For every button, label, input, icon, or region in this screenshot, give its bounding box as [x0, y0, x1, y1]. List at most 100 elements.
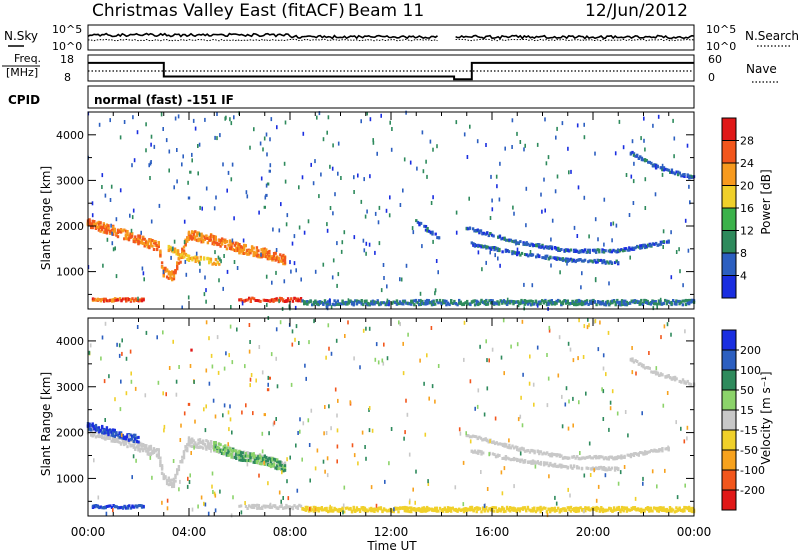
data-cell [496, 184, 498, 189]
data-cell [197, 171, 199, 176]
data-cell [387, 509, 391, 513]
data-cell [132, 115, 134, 120]
data-cell [227, 449, 230, 453]
data-cell [466, 302, 469, 306]
data-cell [652, 306, 655, 311]
data-cell [275, 270, 277, 275]
data-cell [517, 241, 520, 245]
data-cell [192, 256, 196, 260]
data-cell [217, 239, 221, 242]
data-cell [686, 436, 688, 441]
data-cell [197, 260, 201, 264]
data-cell [244, 298, 248, 302]
data-cell [279, 253, 282, 257]
data-cell [104, 228, 107, 232]
data-cell [113, 438, 116, 442]
data-cell [624, 302, 627, 306]
data-cell [375, 503, 378, 508]
data-cell [689, 507, 692, 511]
data-cell [463, 320, 466, 325]
data-cell [615, 467, 618, 470]
data-cell [318, 194, 320, 199]
data-cell [295, 505, 298, 509]
data-cell [244, 251, 247, 255]
data-cell [250, 249, 254, 253]
data-cell [402, 188, 404, 193]
data-cell [621, 248, 625, 252]
data-cell [496, 302, 499, 306]
data-cell [187, 476, 189, 481]
data-cell [257, 459, 260, 463]
data-cell [622, 145, 625, 150]
data-cell [589, 508, 592, 512]
data-cell [228, 247, 232, 250]
data-cell [184, 445, 187, 449]
data-cell [140, 447, 143, 451]
data-cell [282, 506, 285, 510]
data-cell [387, 299, 391, 303]
data-cell [386, 298, 389, 303]
data-cell [365, 241, 368, 246]
data-cell [516, 251, 519, 255]
data-cell [333, 303, 336, 307]
data-cell [319, 300, 322, 304]
y-tick-label: 3000 [56, 381, 84, 394]
data-cell [503, 466, 506, 471]
data-cell [616, 298, 619, 302]
data-cell [514, 457, 517, 461]
data-cell [101, 426, 104, 430]
data-cell [664, 167, 667, 171]
data-cell [593, 258, 596, 262]
data-cell [337, 398, 339, 403]
data-cell [203, 442, 206, 446]
data-cell [580, 285, 582, 290]
data-cell [422, 302, 426, 305]
freq-label-line1: Freq. [14, 52, 41, 65]
data-cell [134, 439, 137, 443]
data-cell [194, 126, 197, 131]
data-cell [328, 346, 330, 351]
data-cell [112, 247, 115, 252]
data-cell [284, 120, 287, 125]
data-cell [512, 508, 515, 512]
data-cell [104, 437, 107, 441]
data-cell [228, 243, 232, 247]
data-cell [577, 185, 580, 190]
data-cell [552, 256, 555, 260]
data-cell [353, 175, 355, 180]
data-cell [276, 459, 279, 463]
data-cell [518, 507, 522, 511]
data-cell [571, 455, 574, 459]
data-cell [657, 301, 661, 305]
data-cell [565, 248, 568, 252]
data-cell [631, 346, 633, 350]
data-cell [478, 449, 482, 453]
data-cell [519, 458, 522, 462]
data-cell [517, 417, 520, 422]
data-cell [216, 112, 218, 116]
data-cell [349, 400, 352, 405]
data-cell [191, 258, 194, 262]
data-cell [607, 249, 610, 253]
data-cell [262, 248, 265, 251]
data-cell [173, 247, 177, 251]
data-cell [374, 508, 378, 512]
data-cell [118, 353, 121, 358]
data-cell [372, 140, 375, 145]
data-cell [536, 254, 539, 258]
data-cell [680, 300, 683, 304]
data-cell [319, 507, 322, 511]
data-cell [296, 506, 299, 510]
data-cell [487, 440, 490, 444]
data-cell [341, 299, 344, 303]
data-cell [600, 300, 603, 304]
data-cell [601, 387, 603, 392]
data-cell [336, 413, 338, 418]
data-cell [270, 505, 274, 509]
data-cell [107, 226, 110, 230]
data-cell [195, 443, 199, 447]
data-cell [263, 205, 266, 209]
data-cell [181, 460, 184, 464]
data-cell [666, 391, 669, 395]
data-cell [241, 246, 244, 250]
